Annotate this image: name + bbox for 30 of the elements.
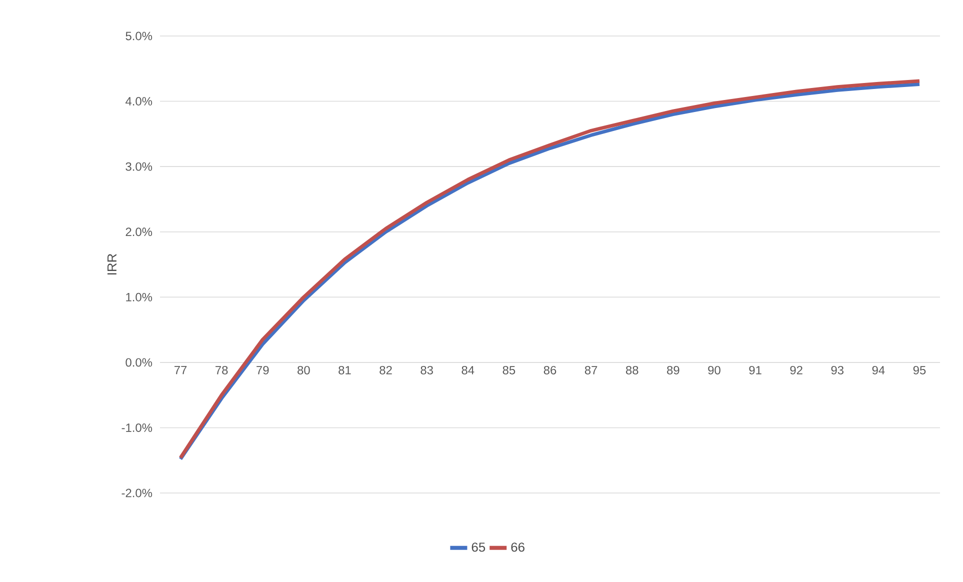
y-tick-label: 5.0% (126, 32, 152, 40)
x-tick-label: 88 (626, 366, 638, 374)
x-tick-label: 90 (708, 366, 720, 374)
x-tick-label: 81 (338, 366, 351, 374)
y-tick-label: -1.0% (122, 423, 152, 432)
x-tick-label: 91 (749, 366, 762, 374)
x-tick-label: 82 (380, 366, 392, 374)
x-tick-label: 95 (913, 366, 926, 374)
legend-label: 66 (511, 542, 524, 552)
y-tick-label: -2.0% (122, 488, 152, 498)
x-tick-label: 83 (420, 366, 433, 374)
legend-label: 65 (472, 542, 486, 552)
y-tick-label: 2.0% (126, 228, 152, 236)
y-tick-label: 4.0% (126, 97, 152, 106)
x-tick-label: 89 (667, 366, 680, 374)
x-tick-label: 80 (298, 366, 310, 374)
x-tick-label: 93 (831, 366, 844, 374)
x-tick-label: 79 (256, 366, 269, 374)
y-axis-title: IRR (108, 254, 116, 274)
x-tick-label: 78 (216, 366, 228, 374)
y-tick-label: 1.0% (126, 292, 152, 302)
x-tick-label: 86 (544, 366, 556, 374)
x-tick-label: 92 (790, 366, 802, 374)
y-tick-label: 0.0% (126, 358, 152, 367)
x-tick-label: 87 (584, 366, 598, 374)
x-tick-label: 94 (872, 366, 885, 374)
x-tick-label: 85 (502, 366, 516, 374)
y-tick-label: 3.0% (126, 162, 152, 171)
x-tick-label: 84 (462, 366, 474, 374)
x-tick-label: 77 (174, 366, 187, 374)
